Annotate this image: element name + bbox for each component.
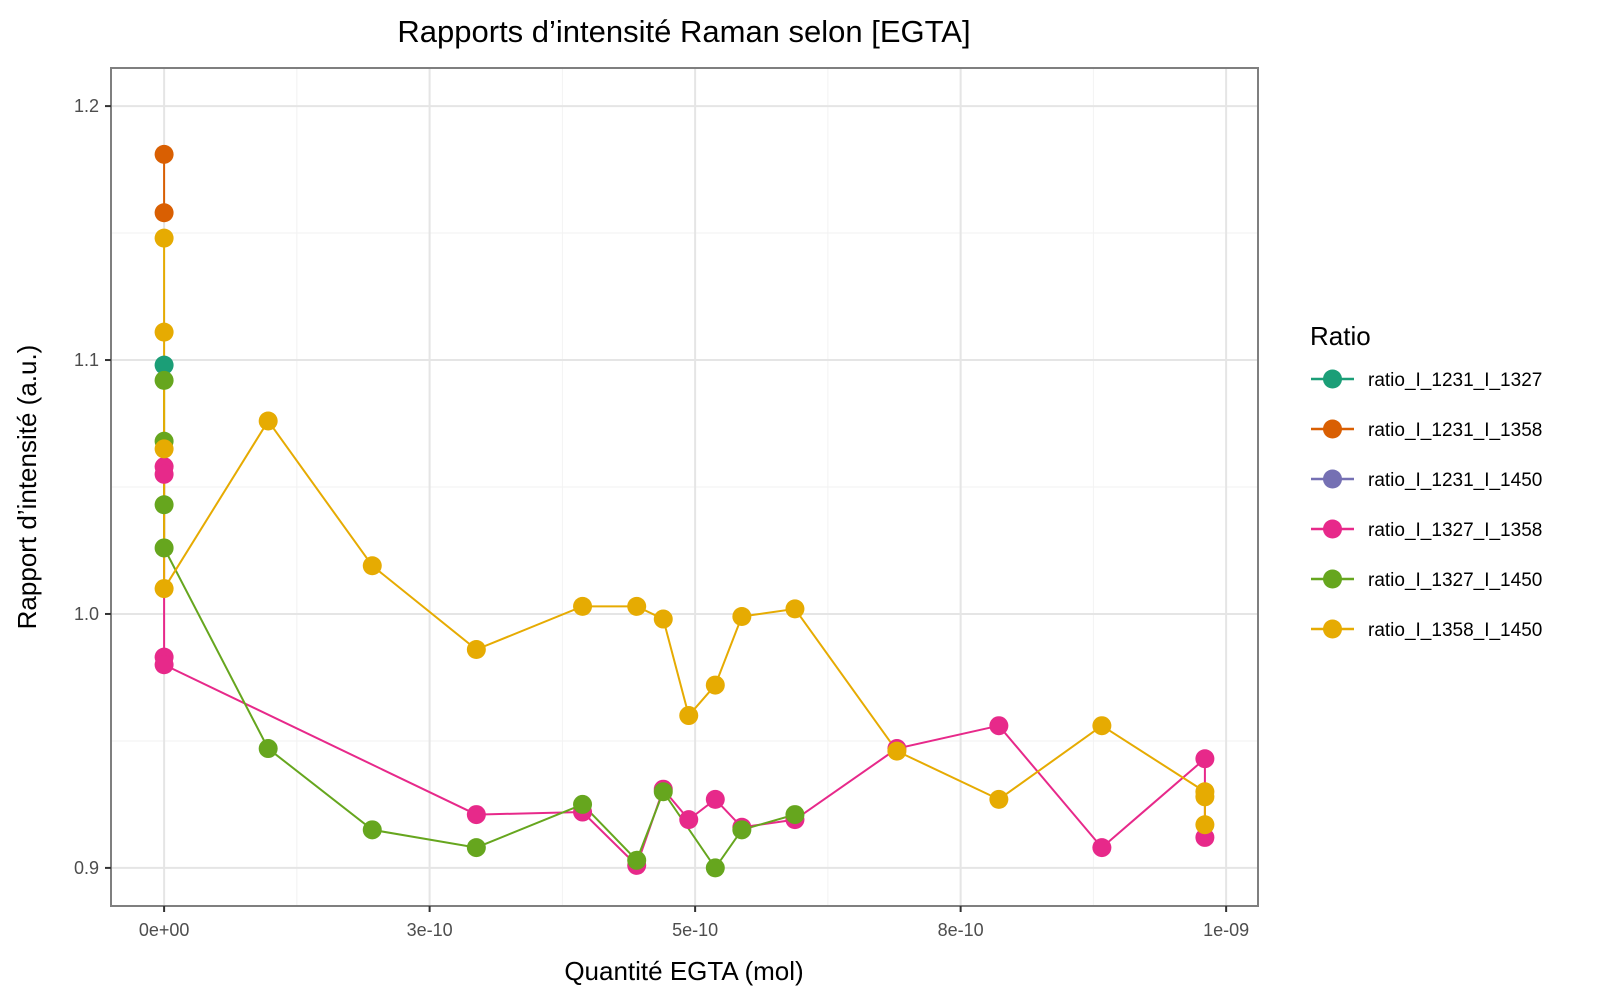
legend-item: ratio_I_1231_I_1358 (1311, 419, 1542, 441)
series-ratio-i-1327-i-1358 (163, 466, 1206, 868)
data-point (785, 805, 805, 825)
x-tick-label: 3e-10 (407, 920, 453, 940)
series-points-ratio-i-1327-i-1358 (154, 457, 1215, 875)
data-point (1092, 838, 1112, 858)
data-point (154, 464, 174, 484)
data-point (785, 599, 805, 619)
legend-key-point (1323, 469, 1342, 489)
legend-title: Ratio (1310, 321, 1371, 351)
legend-label: ratio_I_1231_I_1450 (1368, 470, 1542, 491)
series-points-ratio-i-1231-i-1327 (154, 355, 174, 375)
legend-item: ratio_I_1231_I_1450 (1311, 469, 1542, 491)
legend-key-point (1323, 369, 1342, 389)
legend-key-point (1323, 519, 1342, 539)
data-point (154, 355, 174, 375)
legend-label: ratio_I_1231_I_1327 (1368, 370, 1542, 391)
y-tick-label: 1.2 (74, 96, 99, 116)
legend-key-point (1323, 569, 1342, 589)
data-point (573, 794, 593, 814)
series-line (163, 380, 796, 870)
x-tick-label: 5e-10 (672, 920, 718, 940)
data-point (154, 655, 174, 675)
grid (111, 68, 1258, 906)
data-point (705, 789, 725, 809)
data-point (466, 640, 486, 660)
series-line (163, 238, 1206, 825)
series-points-ratio-i-1231-i-1358 (154, 144, 174, 223)
y-tick-label: 0.9 (74, 858, 99, 878)
data-point (362, 820, 382, 840)
y-tick-label: 1.0 (74, 604, 99, 624)
legend-item: ratio_I_1327_I_1358 (1311, 519, 1542, 541)
legend-item: ratio_I_1231_I_1327 (1311, 369, 1542, 391)
axes: 0e+00 3e-10 5e-10 8e-10 1e-09 0.9 1.0 1.1 1.2 (74, 96, 1249, 940)
legend-item: ratio_I_1358_I_1450 (1311, 619, 1542, 641)
data-point (154, 439, 174, 459)
series-layer (154, 144, 1215, 878)
series-ratio-i-1327-i-1450 (163, 380, 796, 870)
data-point (627, 596, 647, 616)
data-point (732, 607, 752, 627)
series-line (163, 466, 1206, 868)
data-point (154, 203, 174, 223)
data-point (705, 858, 725, 878)
data-point (679, 810, 699, 830)
legend-label: ratio_I_1327_I_1358 (1368, 520, 1542, 541)
legend-key-point (1323, 619, 1342, 639)
legend-items: ratio_I_1231_I_1327 ratio_I_1231_I_1358ra… (1311, 369, 1542, 641)
series-ratio-i-1358-i-1450 (163, 238, 1206, 825)
legend-item: ratio_I_1327_I_1450 (1311, 569, 1542, 591)
y-tick-label: 1.1 (74, 350, 99, 370)
y-axis-title: Rapport d’intensité (a.u.) (12, 345, 42, 630)
data-point (1195, 749, 1215, 769)
data-point (154, 538, 174, 558)
data-point (732, 820, 752, 840)
data-point (362, 556, 382, 576)
data-point (154, 495, 174, 515)
data-point (705, 675, 725, 695)
x-tick-label: 8e-10 (938, 920, 984, 940)
data-point (1092, 716, 1112, 736)
data-point (989, 716, 1009, 736)
legend-key-point (1323, 419, 1342, 439)
data-point (1195, 815, 1215, 835)
plot-panel-border (110, 67, 1259, 907)
data-point (154, 322, 174, 342)
x-tick-label: 1e-09 (1203, 920, 1249, 940)
data-point (627, 850, 647, 870)
data-point (466, 805, 486, 825)
data-point (154, 579, 174, 599)
data-point (258, 411, 278, 431)
data-point (679, 706, 699, 726)
data-point (154, 144, 174, 164)
x-tick-label: 0e+00 (139, 920, 190, 940)
data-point (653, 782, 673, 802)
data-point (653, 609, 673, 629)
data-point (887, 741, 907, 761)
x-axis-title: Quantité EGTA (mol) (564, 956, 803, 986)
data-point (258, 739, 278, 759)
data-point (466, 838, 486, 858)
legend: Ratio ratio_I_1231_I_1327ratio_I_1231_I_… (1310, 321, 1542, 641)
legend-label: ratio_I_1231_I_1358 (1368, 420, 1542, 441)
data-point (154, 370, 174, 390)
legend-label: ratio_I_1327_I_1450 (1368, 570, 1542, 591)
data-point (154, 228, 174, 248)
data-point (1195, 787, 1215, 807)
chart-title: Rapports d’intensité Raman selon [EGTA] (397, 14, 970, 49)
data-point (989, 789, 1009, 809)
data-point (573, 596, 593, 616)
legend-label: ratio_I_1358_I_1450 (1368, 620, 1542, 641)
series-points-ratio-i-1358-i-1450 (154, 228, 1215, 835)
